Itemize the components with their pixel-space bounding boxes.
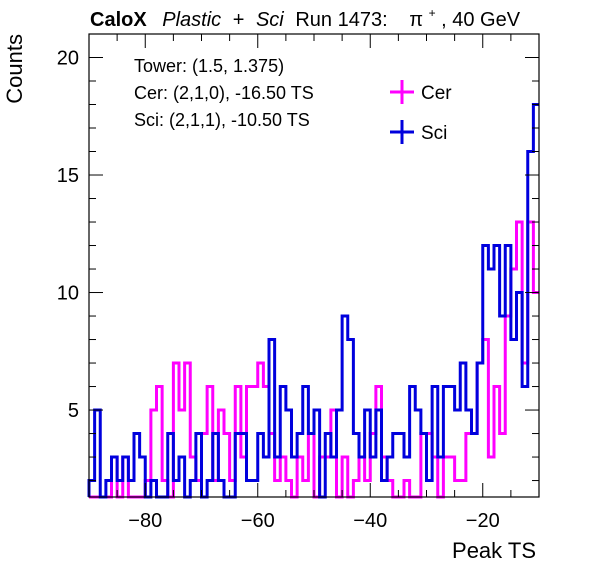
series-layer	[87, 103, 539, 499]
info-tower: Tower: (1.5, 1.375)	[134, 56, 284, 76]
info-sci: Sci: (2,1,1), -10.50 TS	[134, 110, 310, 130]
x-tick-label: −80	[128, 510, 162, 532]
bin-cer	[303, 481, 309, 497]
bin-sci	[533, 105, 539, 497]
title-particle: π	[409, 9, 423, 31]
bin-cer	[500, 434, 506, 497]
x-tick-label: −40	[353, 510, 387, 532]
x-tick-label: −20	[466, 510, 500, 532]
y-tick-label: 15	[57, 165, 79, 187]
bin-cer	[533, 293, 539, 497]
bin-cer	[488, 457, 494, 497]
title-experiment: CaloX	[90, 9, 147, 31]
legend-entry-cer: Cer	[390, 80, 452, 104]
title-material-a: Plastic	[162, 9, 221, 31]
info-cer: Cer: (2,1,0), -16.50 TS	[134, 83, 314, 103]
bin-cer	[213, 481, 219, 497]
bin-sci	[427, 481, 433, 497]
bin-cer	[455, 481, 461, 497]
x-axis-title: Peak TS	[452, 538, 536, 563]
tick-layer: −80 −60 −40 −20 5 10 15 20	[57, 33, 540, 532]
title-charge: +	[429, 6, 436, 20]
title-material-b: Sci	[256, 9, 284, 31]
bin-sci	[252, 481, 258, 497]
y-tick-label: 20	[57, 48, 79, 70]
y-tick-label: 10	[57, 283, 79, 305]
bin-sci	[522, 387, 528, 497]
bin-sci	[511, 340, 517, 497]
series-cer	[89, 220, 539, 499]
bin-sci	[455, 410, 461, 497]
series-cer-outline	[89, 220, 539, 499]
title-plus: +	[233, 9, 245, 31]
bin-sci	[382, 481, 388, 497]
legend-entry-sci: Sci	[390, 120, 447, 144]
title-energy: , 40 GeV	[441, 9, 521, 31]
bin-sci	[247, 481, 253, 497]
chart-title: CaloX Plastic + Sci Run 1473: π + , 40 G…	[90, 0, 521, 31]
bin-cer	[460, 481, 466, 497]
legend: Cer Sci	[390, 80, 452, 144]
y-axis-title: Counts	[2, 34, 27, 104]
legend-cer-label: Cer	[421, 83, 452, 104]
y-tick-label: 5	[68, 400, 79, 422]
bin-cer	[365, 481, 371, 497]
x-tick-label: −60	[241, 510, 275, 532]
legend-sci-label: Sci	[421, 123, 447, 144]
bin-cer	[275, 481, 281, 497]
bin-sci	[263, 457, 269, 497]
title-run: Run 1473:	[295, 9, 387, 31]
bin-cer	[472, 434, 478, 497]
bin-sci	[472, 434, 478, 497]
